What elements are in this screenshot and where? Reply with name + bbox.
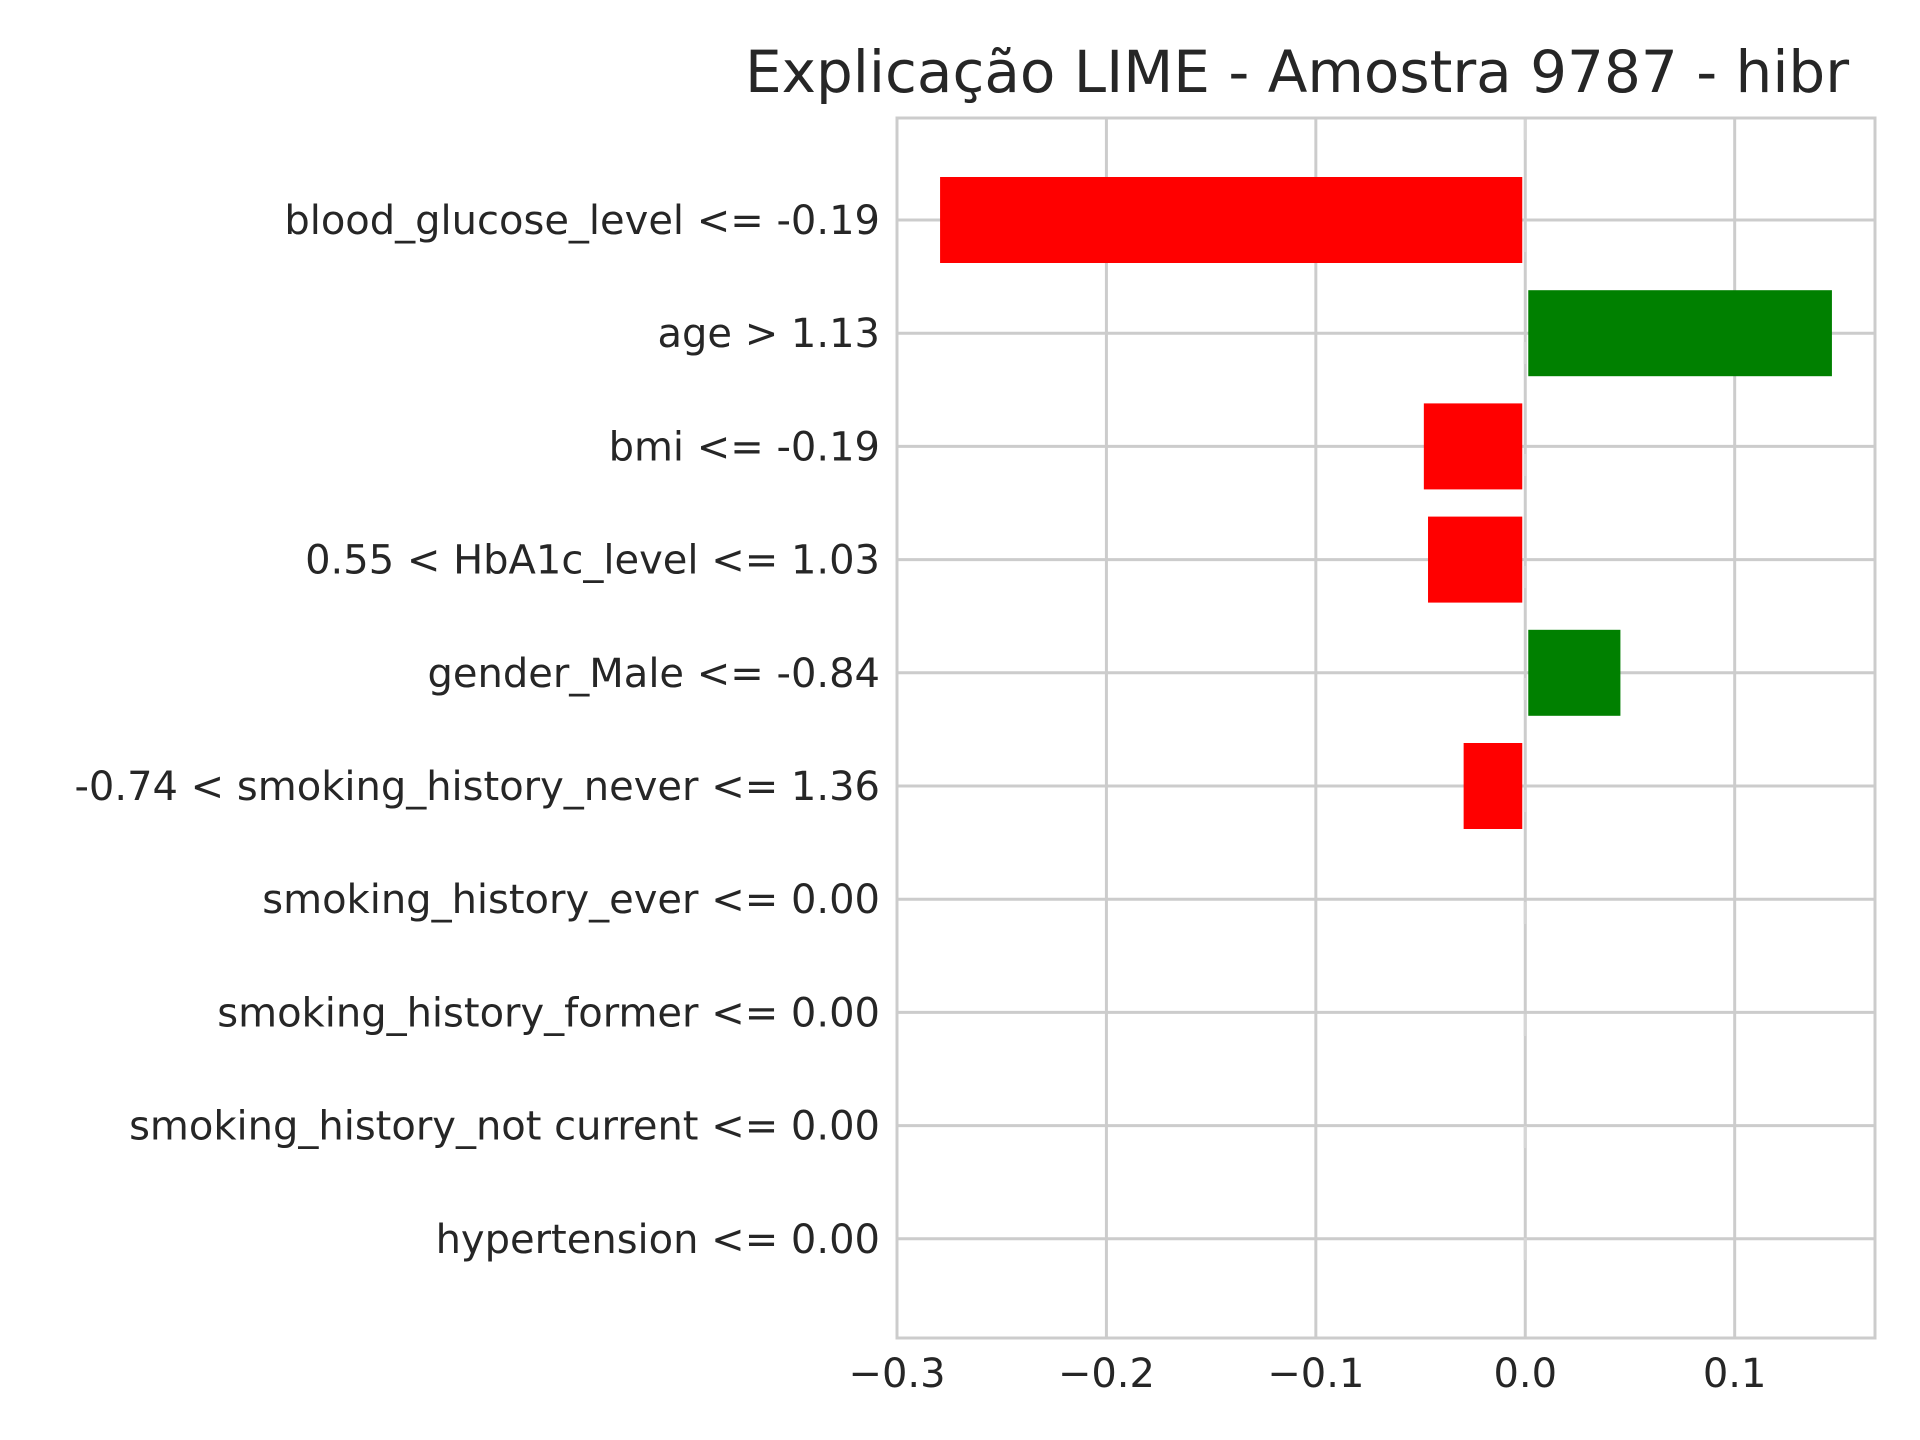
x-tick-label: 0.1 [1703, 1351, 1767, 1397]
y-tick-label: smoking_history_not current <= 0.00 [129, 1104, 880, 1150]
x-axis-ticks: −0.3 −0.2 −0.1 0.0 0.1 [848, 1351, 1766, 1397]
x-tick-label: −0.2 [1058, 1351, 1155, 1397]
bar [1528, 290, 1832, 377]
y-tick-label: smoking_history_ever <= 0.00 [262, 877, 880, 923]
bar [1428, 516, 1523, 603]
y-tick-label: smoking_history_former <= 0.00 [217, 990, 880, 1036]
bar [1528, 629, 1621, 716]
x-tick-label: 0.0 [1493, 1351, 1557, 1397]
y-tick-label: age > 1.13 [657, 311, 880, 357]
y-tick-label: blood_glucose_level <= -0.19 [284, 198, 880, 244]
y-tick-label: 0.55 < HbA1c_level <= 1.03 [305, 538, 880, 584]
chart-title: Explicação LIME - Amostra 9787 - hibr [745, 38, 1849, 106]
bars [940, 177, 1832, 829]
bar [1423, 403, 1523, 490]
y-tick-label: hypertension <= 0.00 [436, 1217, 880, 1263]
y-tick-label: -0.74 < smoking_history_never <= 1.36 [74, 764, 880, 810]
y-tick-label: bmi <= -0.19 [609, 424, 880, 470]
bar [940, 177, 1523, 263]
axes-frame [895, 116, 1877, 1340]
x-tick-label: −0.1 [1267, 1351, 1364, 1397]
y-tick-label: gender_Male <= -0.84 [428, 651, 881, 697]
plot-frame [895, 116, 1877, 1340]
y-axis-labels: blood_glucose_level <= -0.19 age > 1.13 bm… [74, 198, 880, 1263]
bar [1463, 743, 1523, 829]
x-tick-label: −0.3 [848, 1351, 945, 1397]
